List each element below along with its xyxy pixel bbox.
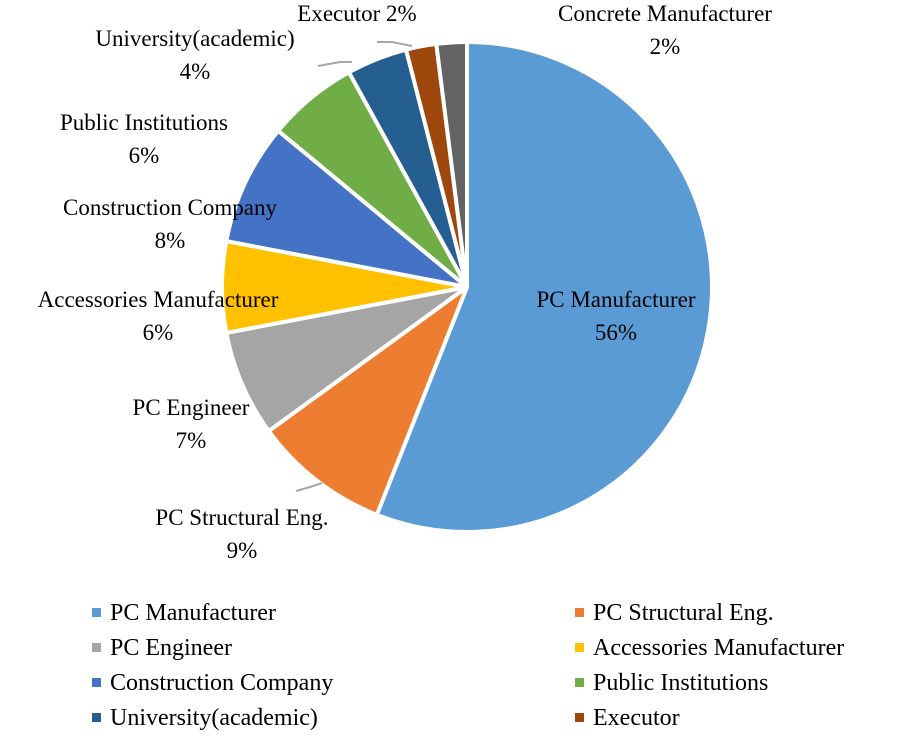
leader-line-executor bbox=[377, 41, 413, 47]
pie-slice-concrete-manufacturer bbox=[434, 39, 469, 289]
legend-label: PC Engineer bbox=[110, 635, 232, 661]
legend-item-pc-engineer: PC Engineer bbox=[92, 634, 232, 662]
legend-swatch bbox=[92, 607, 101, 617]
pie-chart: PC Manufacturer 56% PC Structural Eng. 9… bbox=[38, 1, 773, 563]
legend-swatch bbox=[92, 677, 101, 687]
legend: PC Manufacturer PC Structural Eng. PC En… bbox=[0, 595, 910, 735]
leader-line-university bbox=[317, 61, 352, 67]
pie-slices bbox=[220, 39, 714, 534]
data-label-pc-structural-value: 9% bbox=[227, 538, 258, 563]
legend-label: Accessories Manufacturer bbox=[593, 635, 845, 661]
legend-label: PC Manufacturer bbox=[110, 600, 276, 626]
legend-item-pc-structural: PC Structural Eng. bbox=[575, 599, 774, 627]
legend-item-public: Public Institutions bbox=[575, 669, 768, 697]
legend-swatch bbox=[92, 642, 101, 652]
legend-swatch bbox=[92, 712, 101, 722]
data-label-public-value: 6% bbox=[129, 143, 160, 168]
data-label-university-name: University(academic) bbox=[95, 26, 294, 51]
legend-item-university: University(academic) bbox=[92, 704, 318, 732]
legend-label: Public Institutions bbox=[593, 670, 769, 696]
leader-lines bbox=[295, 41, 413, 492]
pie-slice-pc-manufacturer bbox=[374, 40, 714, 534]
legend-item-construction: Construction Company bbox=[92, 669, 333, 697]
data-label-public-name: Public Institutions bbox=[60, 110, 228, 135]
pie-slice-construction-company bbox=[224, 128, 469, 289]
legend-item-accessories: Accessories Manufacturer bbox=[575, 634, 844, 662]
legend-label: PC Structural Eng. bbox=[593, 600, 774, 626]
data-label-construction-value: 8% bbox=[155, 228, 186, 253]
data-label-executor: Executor 2% bbox=[297, 1, 416, 26]
data-labels: PC Manufacturer 56% PC Structural Eng. 9… bbox=[38, 1, 773, 563]
legend-swatch bbox=[575, 607, 584, 617]
data-label-accessories-name: Accessories Manufacturer bbox=[38, 287, 279, 312]
data-label-pc-engineer-name: PC Engineer bbox=[133, 395, 250, 420]
data-label-pc-engineer-value: 7% bbox=[176, 428, 207, 453]
data-label-pc-structural-name: PC Structural Eng. bbox=[155, 505, 328, 530]
legend-label: Executor bbox=[593, 705, 680, 731]
pie-slice-pc-structural-eng bbox=[266, 285, 469, 517]
data-label-construction-name: Construction Company bbox=[63, 195, 278, 220]
data-label-concrete-value: 2% bbox=[650, 34, 681, 59]
legend-item-pc-manufacturer: PC Manufacturer bbox=[92, 599, 276, 627]
legend-swatch bbox=[575, 677, 584, 687]
legend-item-executor: Executor bbox=[575, 704, 680, 732]
data-label-pc-manufacturer-name: PC Manufacturer bbox=[536, 287, 695, 312]
leader-line-structural bbox=[295, 482, 323, 492]
legend-label: Construction Company bbox=[110, 670, 334, 696]
legend-swatch bbox=[575, 642, 584, 652]
legend-label: University(academic) bbox=[110, 705, 318, 731]
data-label-accessories-value: 6% bbox=[143, 320, 174, 345]
data-label-university-value: 4% bbox=[180, 59, 211, 84]
data-label-pc-manufacturer-value: 56% bbox=[595, 320, 637, 345]
legend-swatch bbox=[575, 712, 584, 722]
data-label-concrete-name: Concrete Manufacturer bbox=[558, 1, 772, 26]
